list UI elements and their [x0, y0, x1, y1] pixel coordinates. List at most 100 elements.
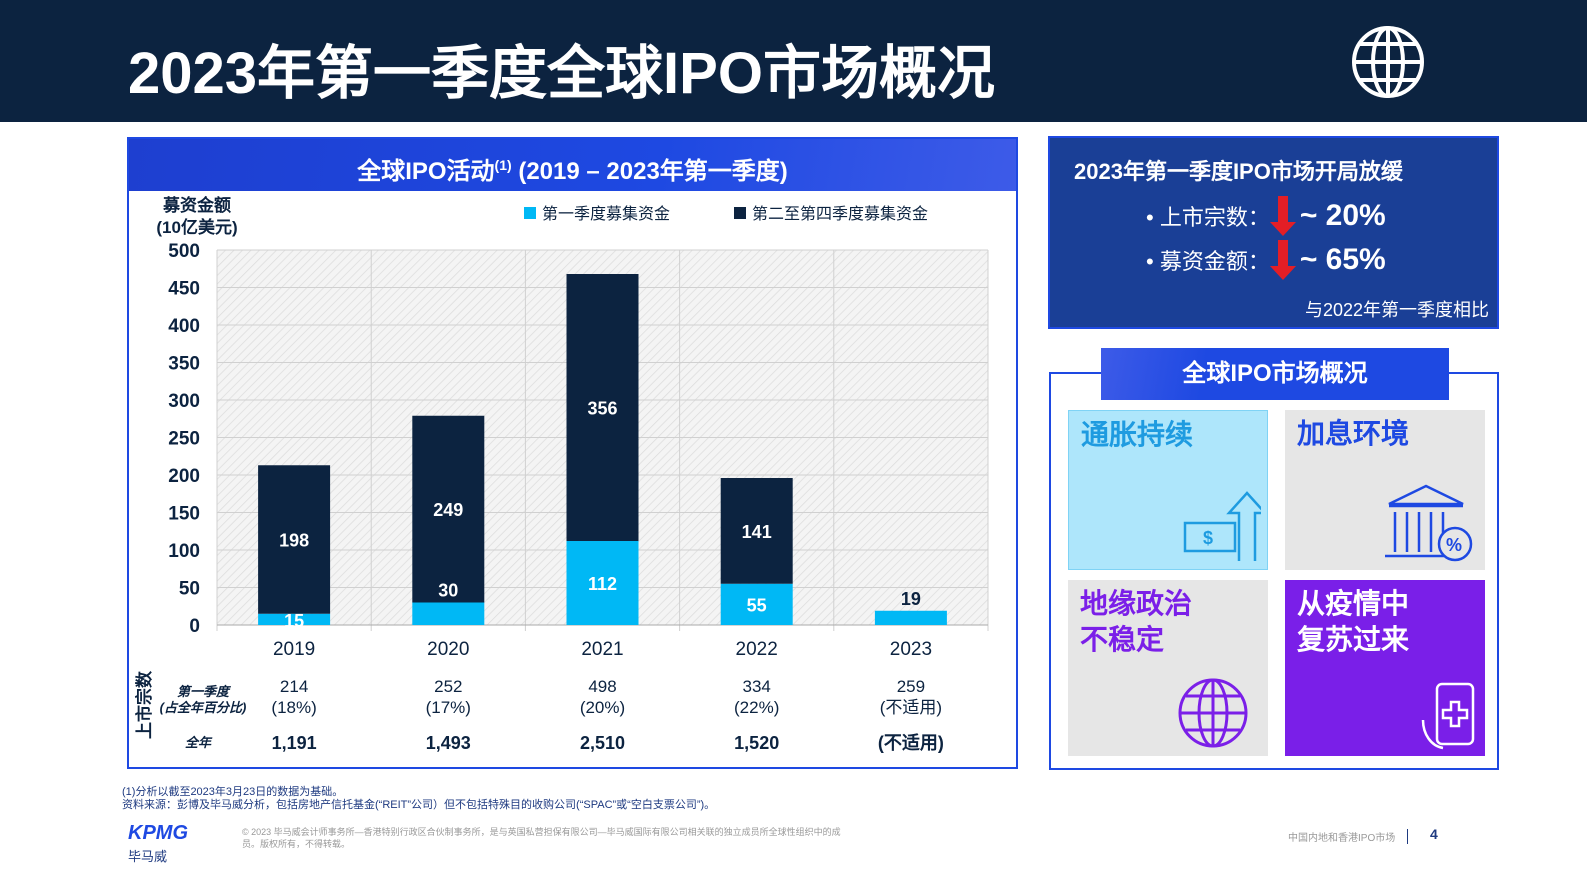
page-title: 2023年第一季度全球IPO市场概况	[128, 41, 995, 106]
x-tick-label: 2020	[427, 639, 469, 660]
y-axis-unit: (10亿美元)	[156, 217, 237, 237]
q1-count: 498	[588, 677, 616, 696]
kpi-title: 2023年第一季度IPO市场开局放缓	[1074, 159, 1403, 184]
phone-medical-icon	[1421, 682, 1475, 750]
q1-count: 334	[743, 677, 771, 696]
chart-title-range: (2019 – 2023年第一季度)	[511, 158, 788, 185]
x-tick-label: 2022	[736, 639, 778, 660]
q1-pct: (17%)	[426, 698, 471, 717]
q1-pct: (20%)	[580, 698, 625, 717]
bar-2021-s1	[566, 274, 639, 541]
tile-recovery: 从疫情中 复苏过来	[1285, 580, 1485, 756]
q1-row-sublabel: (占全年百分比)	[160, 700, 247, 715]
y-tick-label: 150	[168, 504, 200, 525]
kpi-listings: • 上市宗数： ~ 20%	[1146, 196, 1386, 236]
x-tick-label: 2019	[273, 639, 315, 660]
svg-text:%: %	[1446, 535, 1462, 555]
data-label: 249	[433, 500, 463, 520]
chart-title: 全球IPO活动(1) (2019 – 2023年第一季度)	[129, 139, 1016, 191]
bar-2021-s0	[566, 541, 639, 625]
q1-count: 252	[434, 677, 462, 696]
q1-count: 214	[280, 677, 308, 696]
kpi-label: • 上市宗数：	[1146, 205, 1270, 230]
bar-2020-s0	[412, 602, 485, 625]
copyright: © 2023 毕马威会计师事务所—香港特别行政区合伙制事务所，是与英国私营担保有…	[242, 827, 841, 849]
data-label: 30	[438, 581, 458, 601]
arrow-down-icon	[1269, 240, 1296, 280]
globe-icon	[1352, 26, 1424, 98]
page-number: 4	[1430, 826, 1438, 842]
kpi-value: ~ 65%	[1299, 243, 1386, 276]
legend-q1: 第一季度募集资金	[542, 205, 670, 223]
arrow-down-icon	[1269, 196, 1296, 236]
q1-pct: (22%)	[734, 698, 779, 717]
data-label: 141	[742, 522, 772, 542]
tile-label: 从疫情中	[1297, 588, 1410, 619]
full-year-count: 2,510	[580, 733, 625, 753]
listings-label: 上市宗数	[134, 670, 154, 739]
y-axis-label: 募资金额	[162, 195, 231, 215]
kpi-box: 2023年第一季度IPO市场开局放缓 • 上市宗数： ~ 20% • 募资金额： ~…	[1048, 136, 1499, 329]
y-tick-label: 0	[189, 616, 200, 637]
tile-rates: 加息环境 %	[1285, 410, 1485, 570]
tile-label-2: 不稳定	[1080, 624, 1165, 655]
bar-2022-s1	[720, 478, 793, 584]
tile-geopolitics: 地缘政治 不稳定	[1068, 580, 1268, 756]
chart-title-text: 全球IPO活动	[357, 158, 495, 185]
y-tick-label: 100	[168, 541, 200, 562]
kpi-proceeds: • 募资金额： ~ 65%	[1146, 240, 1386, 280]
q1-pct: (不适用)	[880, 698, 942, 717]
kpmg-logo: KPMG	[128, 822, 188, 844]
full-year-row-label: 全年	[185, 735, 213, 750]
tile-inflation: 通胀持续 $	[1068, 410, 1268, 570]
y-tick-label: 450	[168, 279, 200, 300]
full-year-count: 1,191	[272, 733, 317, 753]
svg-text:$: $	[1203, 528, 1213, 548]
y-tick-label: 500	[168, 241, 200, 262]
full-year-count: 1,493	[426, 733, 471, 753]
y-tick-label: 400	[168, 316, 200, 337]
footnote-1: (1)分析以截至2023年3月23日的数据为基础。	[122, 786, 344, 798]
q1-row-label: 第一季度	[177, 684, 232, 699]
y-tick-label: 350	[168, 354, 200, 375]
footnote-ref: (1)	[494, 157, 512, 173]
chart-panel: 全球IPO活动(1) (2019 – 2023年第一季度)	[127, 137, 1018, 769]
bar-2019-s1	[258, 465, 331, 614]
overview-box: 通胀持续 $ 加息环境 % 地缘政治不稳定 从疫情中复苏过来 全球IPO市场概况	[1049, 348, 1499, 770]
data-label: 15	[284, 611, 304, 631]
footer-section: 中国内地和香港IPO市场	[1288, 829, 1409, 844]
x-tick-label: 2023	[890, 639, 932, 660]
data-label: 112	[588, 574, 617, 594]
data-label: 55	[747, 595, 767, 615]
q1-count: 259	[897, 677, 925, 696]
q1-pct: (18%)	[271, 698, 316, 717]
overview-title: 全球IPO市场概况	[1101, 348, 1449, 400]
legend-swatch-q1	[524, 207, 536, 219]
x-tick-label: 2021	[581, 639, 623, 660]
data-label: 198	[279, 531, 309, 551]
legend-swatch-q2q4	[734, 207, 746, 219]
legend-q2q4: 第二至第四季度募集资金	[752, 205, 928, 223]
source-note: 资料来源：彭博及毕马威分析，包括房地产信托基金(“REIT”公司）但不包括特殊目…	[122, 799, 716, 811]
tile-label: 地缘政治	[1080, 588, 1193, 619]
tile-label: 通胀持续	[1081, 419, 1194, 450]
y-tick-label: 200	[168, 466, 200, 487]
kpmg-logo-cn: 毕马威	[128, 849, 168, 864]
y-tick-label: 50	[179, 579, 200, 600]
bar-2022-s0	[720, 583, 793, 625]
bar-2023-s0	[874, 610, 947, 625]
data-label: 19	[901, 589, 921, 609]
bank-percent-icon: %	[1385, 484, 1473, 562]
kpi-note: 与2022年第一季度相比	[1304, 300, 1489, 320]
tile-label-2: 复苏过来	[1297, 624, 1410, 655]
bar-2019-s0	[258, 613, 331, 625]
y-tick-label: 250	[168, 429, 200, 450]
full-year-count: (不适用)	[878, 733, 944, 753]
money-arrow-up-icon: $	[1183, 491, 1261, 561]
kpi-value: ~ 20%	[1299, 199, 1386, 232]
bar-2020-s1	[412, 415, 485, 603]
kpi-label: • 募资金额：	[1146, 249, 1270, 274]
tile-label: 加息环境	[1297, 418, 1410, 449]
y-tick-label: 300	[168, 391, 200, 412]
